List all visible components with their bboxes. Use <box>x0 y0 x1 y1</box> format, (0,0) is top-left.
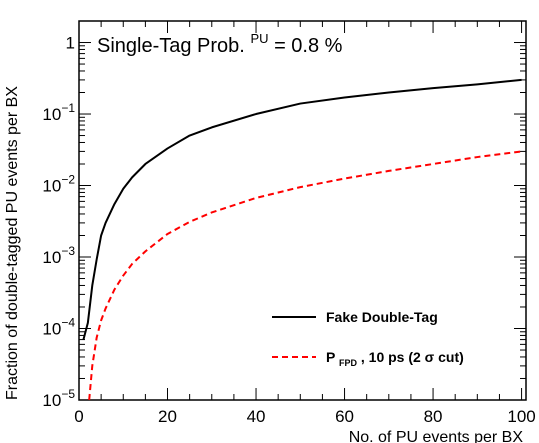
x-tick-label: 20 <box>158 407 177 426</box>
legend-pfpd-subscript: FPD <box>339 358 358 368</box>
annotation-prefix: Single-Tag Prob. <box>97 35 245 57</box>
x-tick-label: 40 <box>247 407 266 426</box>
annotation-suffix: = 0.8 % <box>274 35 343 57</box>
legend-pfpd-suffix: , 10 ps (2 σ cut) <box>361 349 464 365</box>
x-tick-label: 60 <box>335 407 354 426</box>
annotation-superscript: PU <box>250 31 268 46</box>
x-tick-label: 0 <box>74 407 83 426</box>
y-tick-label: 10−5 <box>42 387 75 410</box>
series-line-pfpd <box>88 150 522 401</box>
plot-frame <box>78 20 527 401</box>
y-axis-label: Fraction of double-tagged PU events per … <box>4 86 21 400</box>
y-axis-ticks: 1 10−1 10−2 10−3 10−4 10−5 <box>42 20 526 410</box>
x-tick-label: 80 <box>424 407 443 426</box>
series-line-fake-double-tag <box>82 78 522 340</box>
y-tick-label: 10−4 <box>42 316 75 339</box>
series-layer <box>82 78 522 401</box>
legend-label-pfpd: P FPD , 10 ps (2 σ cut) <box>326 349 464 369</box>
y-tick-label: 10−2 <box>42 173 75 196</box>
single-tag-annotation: Single-Tag Prob. PU = 0.8 % <box>97 26 343 57</box>
x-tick-label: 100 <box>507 407 535 426</box>
legend-pfpd-prefix: P <box>326 349 335 365</box>
legend: Fake Double-Tag P FPD , 10 ps (2 σ cut) <box>272 309 464 369</box>
x-axis-label: No. of PU events per BX <box>349 429 524 443</box>
legend-label-fake-double-tag: Fake Double-Tag <box>326 309 438 325</box>
y-tick-label: 10−3 <box>42 244 75 267</box>
x-axis-ticks: 0 20 40 60 80 100 <box>74 21 536 426</box>
y-tick-label: 1 <box>66 34 75 53</box>
y-tick-label: 10−1 <box>42 101 75 124</box>
